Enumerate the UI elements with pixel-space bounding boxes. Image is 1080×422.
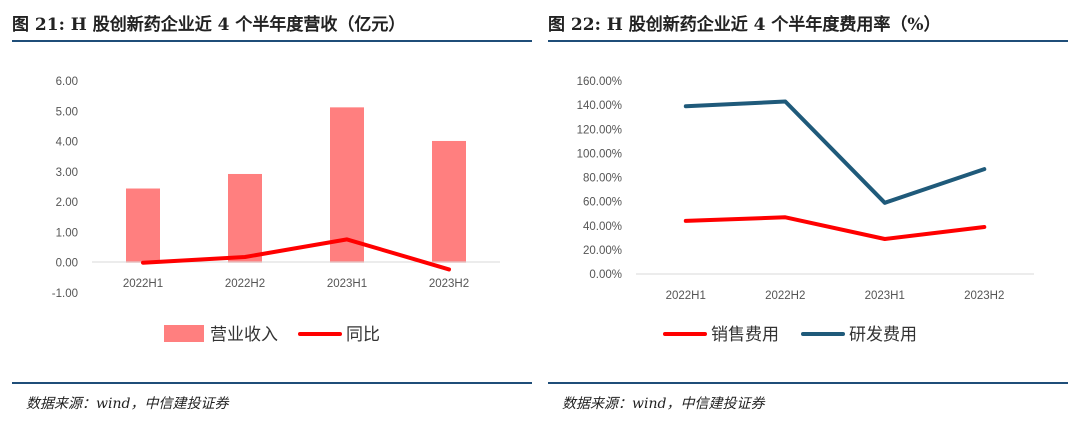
bar (126, 188, 160, 263)
y-tick-label: 140.00% (577, 100, 622, 112)
y-tick-label: 2.00 (56, 197, 78, 209)
expense-ratio-chart-panel: 图 22: H 股创新药企业近 4 个半年度费用率（%） 160.00% 140.… (548, 0, 1068, 422)
title-rule (12, 40, 532, 42)
y-tick-label: 40.00% (583, 221, 622, 233)
revenue-chart-panel: 图 21: H 股创新药企业近 4 个半年度营收（亿元） 6.00 5.00 4.0… (12, 0, 532, 422)
y-tick-label: 1.00 (56, 227, 78, 239)
y-tick-label: 6.00 (56, 76, 78, 88)
chart-title: 图 21: H 股创新药企业近 4 个半年度营收（亿元） (12, 15, 406, 35)
y-tick-label: 5.00 (56, 106, 78, 118)
x-tick-label: 2022H1 (123, 278, 163, 290)
y-tick-label: 3.00 (56, 167, 78, 179)
bar (228, 173, 262, 263)
x-tick-label: 2023H2 (429, 278, 469, 290)
y-tick-label: 160.00% (577, 76, 622, 88)
bar (330, 107, 364, 263)
y-tick-label: 120.00% (577, 124, 622, 136)
chart-source: 数据来源：wind，中信建投证券 (26, 396, 229, 412)
y-tick-label: 0.00% (589, 269, 622, 281)
expense-ratio-chart: 160.00% 140.00% 120.00% 100.00% 80.00% 60.00%… (577, 76, 1034, 345)
title-rule (548, 40, 1068, 42)
y-tick-label: -1.00 (52, 288, 78, 300)
source-rule (12, 382, 532, 384)
x-tick-label: 2022H2 (225, 278, 265, 290)
revenue-chart: 6.00 5.00 4.00 3.00 2.00 1.00 0.00 -1.00 2022H1 2… (52, 76, 500, 345)
x-tick-label: 2022H1 (666, 290, 706, 302)
legend-label: 营业收入 (210, 325, 278, 345)
x-tick-label: 2023H1 (327, 278, 367, 290)
x-tick-label: 2023H1 (865, 290, 905, 302)
chart-source: 数据来源：wind，中信建投证券 (562, 396, 765, 412)
legend-label: 研发费用 (849, 325, 917, 345)
series-line (683, 99, 987, 205)
y-tick-label: 20.00% (583, 245, 622, 257)
legend-swatch (164, 325, 204, 342)
legend-label: 同比 (346, 325, 380, 345)
series-line (683, 215, 987, 241)
bar (432, 140, 466, 263)
chart-title: 图 22: H 股创新药企业近 4 个半年度费用率（%） (548, 15, 941, 35)
y-tick-label: 80.00% (583, 173, 622, 185)
x-tick-label: 2022H2 (765, 290, 805, 302)
y-tick-label: 60.00% (583, 197, 622, 209)
y-tick-label: 100.00% (577, 148, 622, 160)
source-rule (548, 382, 1068, 384)
legend-label: 销售费用 (711, 325, 779, 345)
y-tick-label: 0.00 (56, 258, 78, 270)
x-tick-label: 2023H2 (964, 290, 1004, 302)
y-tick-label: 4.00 (56, 137, 78, 149)
series-line (141, 237, 451, 272)
